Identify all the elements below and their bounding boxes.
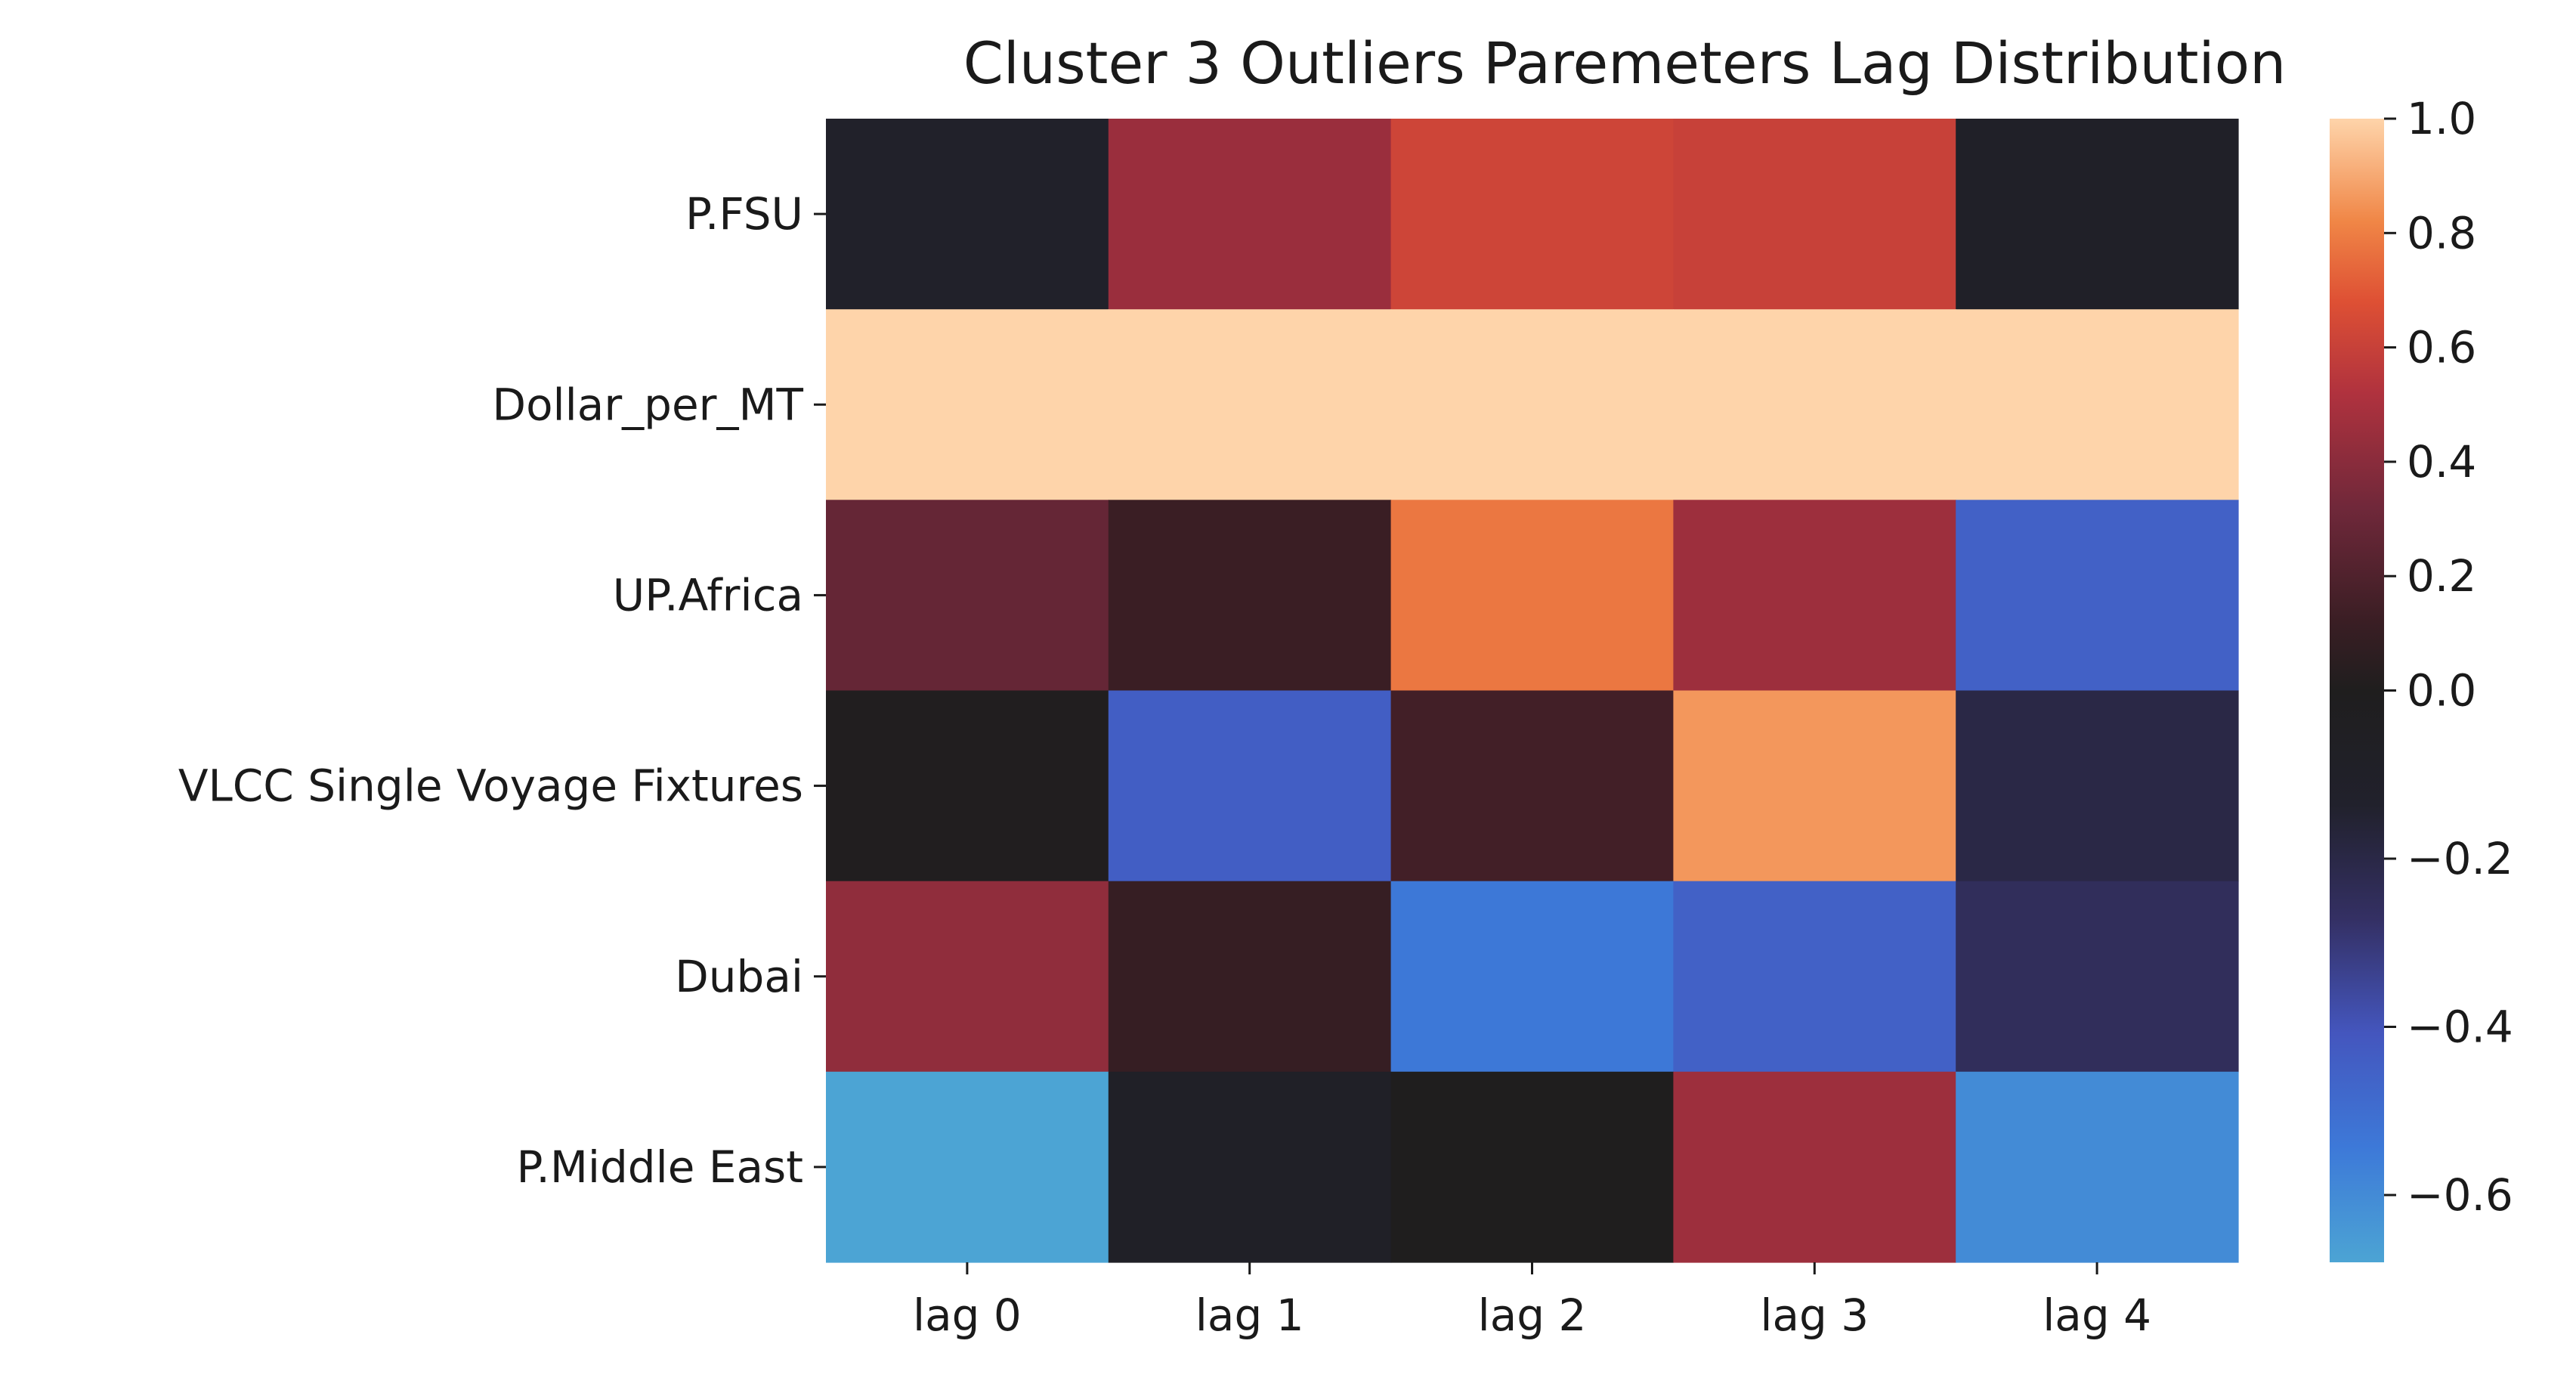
y-axis: P.FSU Dollar_per_MT UP.Africa VLCC Single V… bbox=[178, 188, 826, 1193]
colorbar-tick-label: 0.8 bbox=[2407, 207, 2476, 259]
chart-title: Cluster 3 Outliers Paremeters Lag Distri… bbox=[963, 29, 2287, 97]
heatmap-cell bbox=[1956, 309, 2239, 500]
colorbar-tick-label: 0.4 bbox=[2407, 436, 2476, 488]
colorbar-gradient bbox=[2330, 119, 2384, 1262]
heatmap-cell bbox=[1673, 881, 1956, 1073]
heatmap-cell bbox=[1956, 1071, 2239, 1263]
heatmap-cell bbox=[1108, 500, 1392, 692]
heatmap-cell bbox=[1390, 309, 1674, 500]
y-tick-label: Dollar_per_MT bbox=[492, 379, 803, 430]
heatmap-cell bbox=[1390, 119, 1674, 310]
colorbar: 1.0 0.8 0.6 0.4 0.2 0.0 −0.2 −0.4 −0.6 bbox=[2330, 93, 2513, 1262]
heatmap-cell bbox=[826, 309, 1109, 500]
heatmap-cell bbox=[1390, 500, 1674, 692]
x-tick-label: lag 0 bbox=[913, 1290, 1022, 1341]
heatmap-cell bbox=[1956, 690, 2239, 882]
heatmap-cell bbox=[1673, 500, 1956, 692]
y-tick-label: VLCC Single Voyage Fixtures bbox=[178, 760, 803, 812]
heatmap-cell bbox=[1390, 690, 1674, 882]
heatmap-cell bbox=[826, 1071, 1109, 1263]
colorbar-tick-label: 0.2 bbox=[2407, 550, 2476, 602]
colorbar-tick-label: 0.0 bbox=[2407, 665, 2476, 717]
heatmap-cells bbox=[826, 119, 2239, 1263]
x-axis: lag 0 lag 1 lag 2 lag 3 lag 4 bbox=[913, 1262, 2151, 1341]
heatmap-cell bbox=[1673, 119, 1956, 310]
heatmap-cell bbox=[1108, 119, 1392, 310]
x-tick-label: lag 3 bbox=[1760, 1290, 1869, 1341]
x-tick-label: lag 1 bbox=[1195, 1290, 1304, 1341]
heatmap-cell bbox=[1390, 881, 1674, 1073]
colorbar-tick-label: −0.6 bbox=[2407, 1169, 2513, 1221]
y-tick-label: UP.Africa bbox=[613, 569, 803, 621]
heatmap-cell bbox=[826, 881, 1109, 1073]
heatmap-cell bbox=[1673, 309, 1956, 500]
heatmap-cell bbox=[1956, 119, 2239, 310]
x-tick-label: lag 2 bbox=[1478, 1290, 1587, 1341]
heatmap-cell bbox=[1956, 881, 2239, 1073]
heatmap-cell bbox=[826, 690, 1109, 882]
colorbar-tick-label: −0.2 bbox=[2407, 833, 2513, 884]
colorbar-tick-label: 0.6 bbox=[2407, 322, 2476, 373]
x-tick-label: lag 4 bbox=[2043, 1290, 2151, 1341]
heatmap-cell bbox=[826, 119, 1109, 310]
heatmap-cell bbox=[1673, 690, 1956, 882]
heatmap-cell bbox=[1673, 1071, 1956, 1263]
heatmap-cell bbox=[1108, 881, 1392, 1073]
colorbar-tick-label: −0.4 bbox=[2407, 1002, 2513, 1053]
heatmap-cell bbox=[826, 500, 1109, 692]
y-tick-label: Dubai bbox=[675, 951, 803, 1002]
y-tick-label: P.FSU bbox=[685, 188, 803, 240]
heatmap-cell bbox=[1108, 1071, 1392, 1263]
colorbar-tick-label: 1.0 bbox=[2407, 93, 2476, 144]
y-tick-label: P.Middle East bbox=[516, 1141, 803, 1193]
heatmap-cell bbox=[1390, 1071, 1674, 1263]
heatmap-cell bbox=[1956, 500, 2239, 692]
heatmap-cell bbox=[1108, 690, 1392, 882]
heatmap-cell bbox=[1108, 309, 1392, 500]
